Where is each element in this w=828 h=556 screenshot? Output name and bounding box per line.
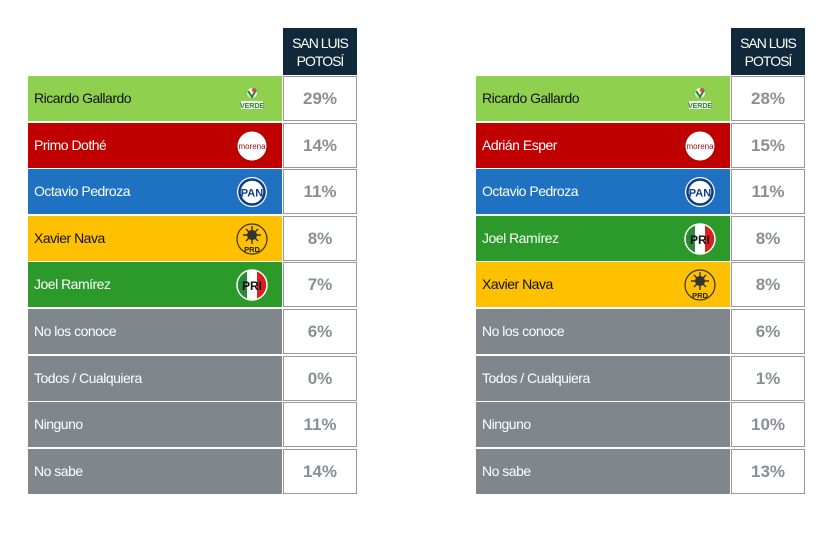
column-header-text: SAN LUIS POTOSÍ: [740, 34, 797, 69]
table-row: No los conoce 6%: [476, 309, 806, 354]
row-value: 6%: [731, 309, 805, 354]
svg-text:PRD: PRD: [244, 245, 260, 254]
table-row: Octavio Pedroza 11% PAN: [28, 169, 358, 214]
party-logo-prd-icon: PRD: [684, 269, 716, 301]
row-label: Todos / Cualquiera: [28, 356, 282, 401]
row-value: 14%: [283, 123, 357, 168]
party-logo-pan-icon: PAN: [684, 176, 716, 208]
table-row: Octavio Pedroza 11% PAN: [476, 169, 806, 214]
svg-text:PAN: PAN: [241, 188, 263, 200]
row-value: 14%: [283, 449, 357, 494]
row-value: 11%: [283, 169, 357, 214]
column-header: SAN LUIS POTOSÍ: [731, 28, 805, 75]
table-row: Adrián Esper 15% morena: [476, 123, 806, 168]
table-row: No los conoce 6%: [28, 309, 358, 354]
table-row: No sabe 13%: [476, 449, 806, 494]
svg-text:VERDE: VERDE: [240, 103, 264, 110]
party-logo-morena-icon: morena: [684, 130, 716, 162]
svg-text:morena: morena: [686, 142, 714, 151]
row-label: No los conoce: [476, 309, 730, 354]
row-value: 7%: [283, 262, 357, 307]
row-label: No sabe: [28, 449, 282, 494]
column-header: SAN LUIS POTOSÍ: [283, 28, 357, 75]
table-row: Primo Dothé 14% morena: [28, 123, 358, 168]
column-header-text: SAN LUIS POTOSÍ: [292, 34, 349, 69]
party-logo-verde-icon: VERDE: [236, 83, 268, 115]
party-logo-verde-icon: VERDE: [684, 83, 716, 115]
row-label: No los conoce: [28, 309, 282, 354]
row-value: 8%: [283, 216, 357, 261]
party-logo-prd-icon: PRD: [236, 223, 268, 255]
party-logo-morena-icon: morena: [236, 130, 268, 162]
svg-text:PAN: PAN: [689, 188, 711, 200]
svg-text:VERDE: VERDE: [688, 103, 712, 110]
row-label: Ninguno: [476, 402, 730, 447]
row-value: 8%: [731, 262, 805, 307]
table-row: Ricardo Gallardo 28% VERDE: [476, 76, 806, 121]
row-value: 10%: [731, 402, 805, 447]
row-label: Joel Ramírez: [28, 262, 282, 307]
row-value: 1%: [731, 356, 805, 401]
table-row: No sabe 14%: [28, 449, 358, 494]
table-row: Xavier Nava 8% PRD: [476, 262, 806, 307]
party-logo-pan-icon: PAN: [236, 176, 268, 208]
party-logo-pri-icon: PRI: [684, 223, 716, 255]
row-value: 0%: [283, 356, 357, 401]
table-row: Xavier Nava 8% PRD: [28, 216, 358, 261]
row-value: 11%: [283, 402, 357, 447]
row-value: 8%: [731, 216, 805, 261]
table-row: Todos / Cualquiera 0%: [28, 356, 358, 401]
table-row: Todos / Cualquiera 1%: [476, 356, 806, 401]
row-label: Ricardo Gallardo: [28, 76, 282, 121]
table-row: Joel Ramírez 8% PRI: [476, 216, 806, 261]
row-value: 6%: [283, 309, 357, 354]
svg-text:PRI: PRI: [242, 279, 262, 293]
row-value: 29%: [283, 76, 357, 121]
row-label: Ricardo Gallardo: [476, 76, 730, 121]
row-value: 13%: [731, 449, 805, 494]
svg-text:morena: morena: [238, 142, 266, 151]
row-value: 11%: [731, 169, 805, 214]
table-row: Ricardo Gallardo 29% VERDE: [28, 76, 358, 121]
row-label: Ninguno: [28, 402, 282, 447]
svg-text:PRI: PRI: [690, 233, 710, 247]
row-value: 28%: [731, 76, 805, 121]
table-row: Ninguno 10%: [476, 402, 806, 447]
table-row: Joel Ramírez 7% PRI: [28, 262, 358, 307]
svg-text:PRD: PRD: [692, 291, 708, 300]
row-value: 15%: [731, 123, 805, 168]
party-logo-pri-icon: PRI: [236, 269, 268, 301]
row-label: Todos / Cualquiera: [476, 356, 730, 401]
row-label: No sabe: [476, 449, 730, 494]
table-row: Ninguno 11%: [28, 402, 358, 447]
